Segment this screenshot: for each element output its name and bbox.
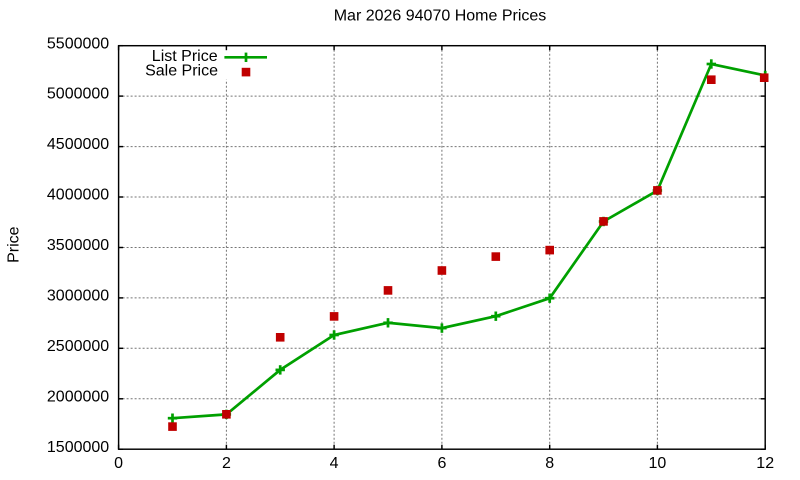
svg-text:3000000: 3000000 bbox=[47, 288, 109, 305]
svg-text:0: 0 bbox=[114, 455, 123, 472]
svg-text:8: 8 bbox=[545, 455, 554, 472]
svg-text:4000000: 4000000 bbox=[47, 187, 109, 204]
svg-text:Sale Price: Sale Price bbox=[145, 63, 218, 80]
svg-text:4500000: 4500000 bbox=[47, 136, 109, 153]
svg-text:1500000: 1500000 bbox=[47, 439, 109, 456]
svg-text:3500000: 3500000 bbox=[47, 237, 109, 254]
svg-text:List Price: List Price bbox=[152, 48, 218, 65]
svg-text:2: 2 bbox=[222, 455, 231, 472]
svg-text:4: 4 bbox=[330, 455, 339, 472]
svg-text:10: 10 bbox=[649, 455, 667, 472]
svg-text:2000000: 2000000 bbox=[47, 388, 109, 405]
svg-text:Price: Price bbox=[5, 226, 22, 263]
svg-text:5500000: 5500000 bbox=[47, 35, 109, 52]
svg-text:5000000: 5000000 bbox=[47, 86, 109, 103]
svg-text:Mar 2026 94070 Home Prices: Mar 2026 94070 Home Prices bbox=[334, 8, 547, 25]
svg-text:6: 6 bbox=[437, 455, 446, 472]
svg-text:12: 12 bbox=[756, 455, 774, 472]
svg-text:2500000: 2500000 bbox=[47, 338, 109, 355]
